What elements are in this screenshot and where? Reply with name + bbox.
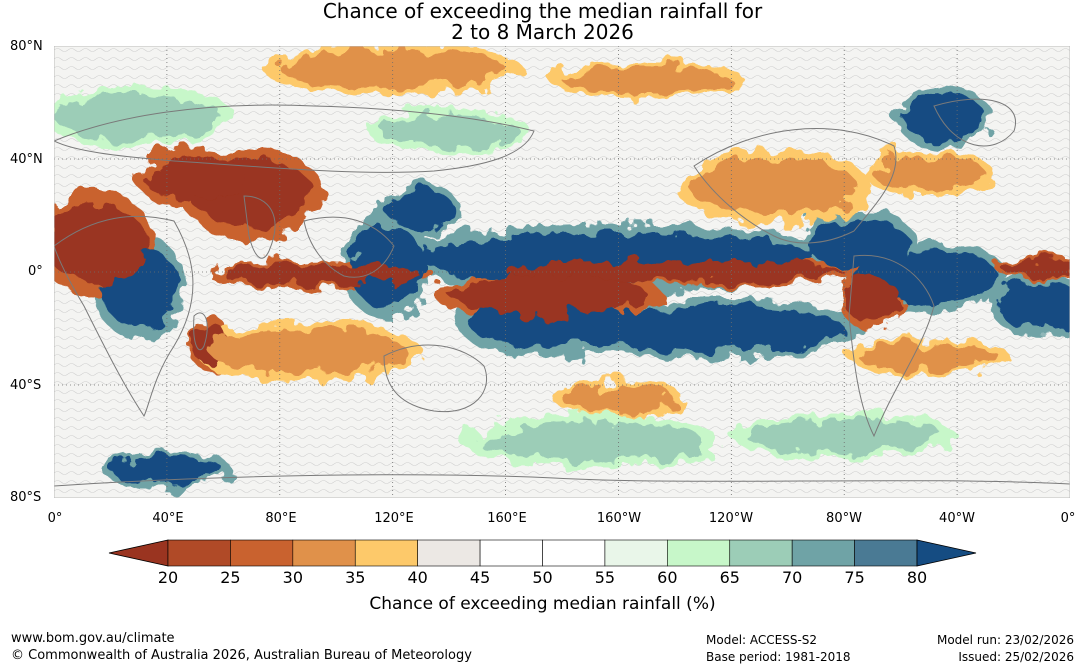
lon-label-120e: 120°E — [374, 511, 414, 526]
coast-se-asia — [303, 216, 395, 278]
lon-label-160e: 160°E — [487, 511, 527, 526]
colorbar-title: Chance of exceeding median rainfall (%) — [369, 594, 716, 614]
map-title: Chance of exceeding the median rainfall … — [322, 0, 763, 23]
colorbar-extend-low — [108, 539, 169, 567]
region-red — [844, 277, 901, 323]
colorbar-swatch — [292, 539, 356, 567]
colorbar-tick-label: 60 — [657, 568, 678, 587]
colorbar-swatch — [479, 539, 543, 567]
region-red — [54, 204, 148, 284]
region-orange — [562, 65, 732, 95]
coast-antarctica — [54, 474, 1070, 487]
lat-label-0: 0° — [28, 264, 43, 279]
region-red — [223, 263, 421, 287]
coast-madagascar — [193, 312, 208, 351]
colorbar-tick-label: 30 — [282, 568, 304, 587]
colorbar — [108, 539, 977, 567]
footer-website: www.bom.gov.au/climate — [11, 631, 175, 646]
lat-label-80n: 80°N — [10, 39, 43, 54]
region-green — [477, 421, 704, 462]
colorbar-swatch — [230, 539, 294, 567]
region-red — [1002, 260, 1070, 278]
region-orange — [872, 156, 986, 191]
lon-label-0-left: 0° — [47, 511, 63, 526]
region-red — [144, 156, 246, 202]
footer-model: Model: ACCESS-S2 — [706, 633, 818, 647]
colorbar-tick-label: 55 — [594, 568, 616, 587]
coast-greenland — [933, 98, 1016, 147]
region-blue — [900, 94, 986, 140]
colorbar-swatch — [604, 539, 668, 567]
footer-base-period: Base period: 1981-2018 — [706, 650, 851, 664]
colorbar-tick-label: 40 — [407, 568, 428, 587]
colorbar-tick-label: 35 — [345, 568, 366, 587]
coast-india — [243, 195, 276, 259]
colorbar-swatch — [542, 539, 606, 567]
colorbar-swatch — [667, 539, 731, 567]
coast-south-america — [848, 254, 935, 438]
lat-label-40s: 40°S — [10, 378, 42, 393]
colorbar-tick-label: 50 — [532, 568, 553, 587]
lat-label-80s: 80°S — [10, 490, 42, 505]
region-blue — [807, 218, 910, 270]
lon-label-40e: 40°E — [152, 511, 184, 526]
region-blue — [110, 455, 224, 484]
region-orange — [279, 48, 506, 89]
coast-africa — [54, 215, 194, 417]
footer-issued: Issued: 25/02/2026 — [958, 650, 1074, 664]
colorbar-swatch — [791, 539, 855, 567]
colorbar-swatch — [854, 539, 918, 567]
lon-label-120w: 120°W — [708, 511, 754, 526]
footer-model-run: Model run: 23/02/2026 — [936, 633, 1074, 647]
colorbar-swatch — [417, 539, 481, 567]
colorbar-tick-label: 75 — [844, 568, 865, 587]
region-green — [378, 113, 520, 148]
colorbar-tick-label: 45 — [469, 568, 491, 587]
colorbar-swatch — [167, 539, 231, 567]
region-orange — [209, 328, 407, 374]
colorbar-tick-label: 70 — [781, 568, 803, 587]
region-orange — [562, 385, 675, 414]
lon-label-80e: 80°E — [265, 511, 297, 526]
graticule — [54, 46, 1070, 498]
lon-label-160w: 160°W — [596, 511, 642, 526]
region-orange — [858, 342, 1000, 371]
probability-regions — [54, 46, 1070, 489]
coast-australia — [383, 344, 487, 413]
region-blue — [590, 305, 845, 352]
colorbar-swatch — [729, 539, 793, 567]
lon-label-80w: 80°W — [826, 511, 862, 526]
region-blue — [387, 190, 455, 230]
colorbar-tick-label: 25 — [220, 568, 241, 587]
footer-copyright: © Commonwealth of Australia 2026, Austra… — [11, 648, 472, 663]
colorbar-extend-high — [916, 539, 977, 567]
coastlines — [54, 98, 1070, 487]
colorbar-tick-label: 20 — [157, 568, 179, 587]
rainfall-map — [54, 46, 1070, 498]
colorbar-swatch — [354, 539, 418, 567]
lat-label-40n: 40°N — [10, 152, 43, 167]
map-subtitle: 2 to 8 March 2026 — [451, 20, 634, 44]
region-orange — [689, 159, 859, 216]
colorbar-tick-label: 65 — [719, 568, 740, 587]
region-blue — [996, 283, 1070, 329]
lon-label-0-right: 0° — [1060, 511, 1076, 526]
region-green — [745, 418, 943, 453]
lon-label-40w: 40°W — [939, 511, 975, 526]
colorbar-tick-label: 80 — [906, 568, 928, 587]
region-red — [449, 274, 647, 315]
coast-north-america — [693, 128, 897, 244]
coast-eurasia-north — [54, 104, 535, 173]
